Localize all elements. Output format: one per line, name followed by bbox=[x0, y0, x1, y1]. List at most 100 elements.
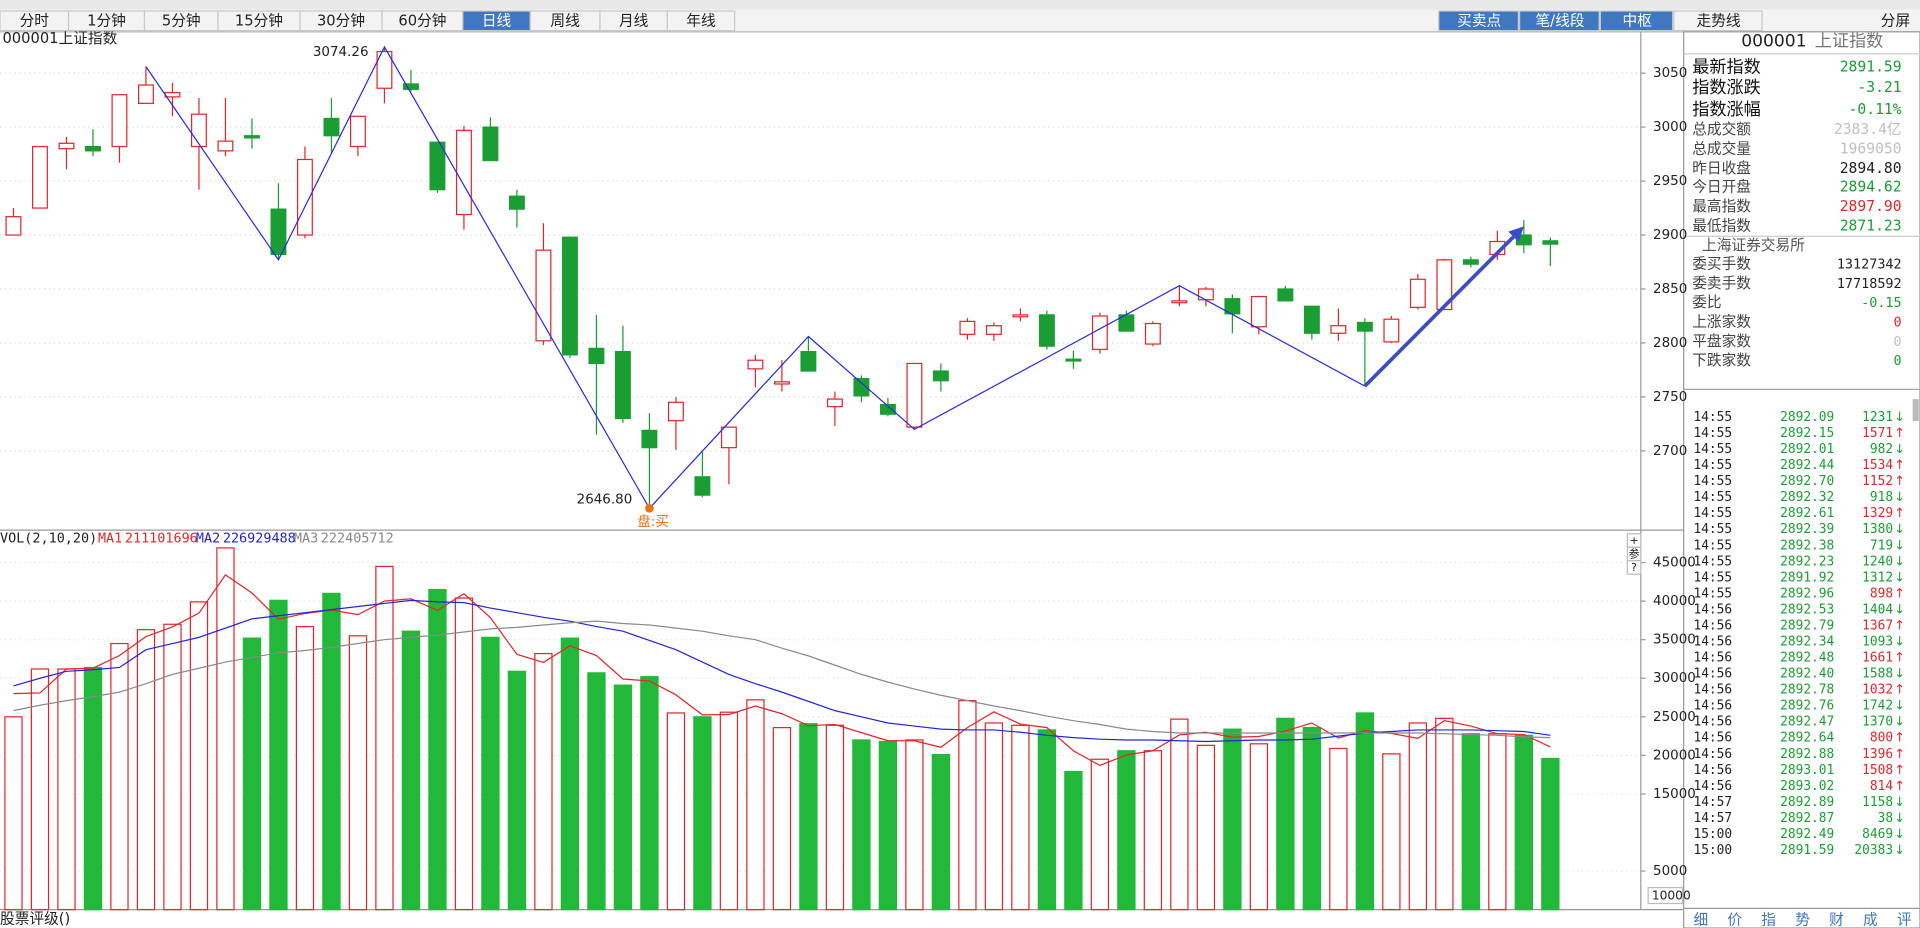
volume-bar bbox=[507, 670, 527, 911]
chart-title: 000001上证指数 bbox=[2, 30, 117, 47]
volume-bar bbox=[772, 726, 792, 911]
volume-bar bbox=[984, 722, 1004, 911]
volume-bar bbox=[1170, 718, 1189, 911]
tool-button-label[interactable]: 笔/线段 bbox=[1535, 12, 1584, 29]
panel-tab[interactable]: 价 bbox=[1727, 912, 1742, 928]
trade-time: 14:56 bbox=[1693, 731, 1732, 746]
tool-button-label[interactable]: 走势线 bbox=[1697, 12, 1741, 29]
candle-body bbox=[508, 195, 525, 210]
tab-label[interactable]: 分时 bbox=[20, 12, 50, 29]
volume-bar bbox=[428, 588, 447, 911]
split-button[interactable]: 分屏 bbox=[1881, 12, 1910, 29]
panel-tab[interactable]: 成 bbox=[1863, 912, 1878, 928]
y-tick-label: 40000 bbox=[1653, 594, 1696, 609]
side-button-label[interactable]: + bbox=[1629, 534, 1638, 547]
tab-label[interactable]: 1分钟 bbox=[87, 12, 126, 29]
annotation: 3074.26 bbox=[313, 45, 369, 60]
tool-button-label[interactable]: 中枢 bbox=[1622, 12, 1652, 29]
tab-label[interactable]: 5分钟 bbox=[162, 12, 201, 29]
trade-time: 14:57 bbox=[1693, 795, 1732, 810]
candle-body bbox=[853, 377, 870, 397]
stat-label: 指数涨跌 bbox=[1692, 78, 1761, 98]
y-tick-label: 2700 bbox=[1653, 444, 1687, 459]
side-button-label[interactable]: 参 bbox=[1629, 547, 1640, 561]
panel-tab[interactable]: 财 bbox=[1829, 912, 1844, 928]
trade-time: 14:56 bbox=[1693, 763, 1732, 778]
side-button-label[interactable]: ? bbox=[1631, 561, 1637, 574]
candle-body bbox=[773, 381, 790, 385]
volume-bar bbox=[269, 599, 288, 911]
y-tick-label: 2750 bbox=[1653, 390, 1687, 405]
trade-time: 14:56 bbox=[1693, 715, 1732, 730]
trade-volume: 1329 bbox=[1862, 506, 1893, 521]
stat-value: 2383.4亿 bbox=[1834, 121, 1902, 138]
volume-bar bbox=[57, 668, 76, 911]
volume-bar bbox=[375, 565, 394, 911]
trade-volume: 1312 bbox=[1862, 570, 1893, 585]
candle-body bbox=[190, 113, 207, 148]
order-label: 委比 bbox=[1692, 294, 1721, 311]
candle-body bbox=[217, 140, 234, 152]
candle-body bbox=[1277, 288, 1294, 302]
trade-direction: ↑ bbox=[1894, 426, 1905, 441]
trade-time: 14:55 bbox=[1693, 522, 1732, 537]
side-button[interactable] bbox=[1626, 560, 1642, 575]
panel-tab[interactable]: 评 bbox=[1897, 912, 1912, 928]
candle-body bbox=[402, 83, 419, 90]
volume-bar bbox=[640, 676, 659, 911]
panel-tab[interactable]: 细 bbox=[1693, 912, 1708, 928]
volume-bar bbox=[799, 723, 818, 911]
volume-bar bbox=[1276, 717, 1295, 911]
volume-bar bbox=[719, 711, 739, 911]
tool-button[interactable] bbox=[1599, 10, 1674, 32]
trade-direction: ↓ bbox=[1894, 490, 1905, 505]
candle-body bbox=[588, 347, 605, 365]
trade-volume: 1396 bbox=[1862, 747, 1893, 762]
trade-direction: ↑ bbox=[1894, 618, 1905, 633]
volume-bar bbox=[1329, 747, 1348, 911]
trade-price: 2893.02 bbox=[1780, 779, 1834, 794]
tab-label[interactable]: 日线 bbox=[482, 12, 512, 29]
volume-bar bbox=[852, 739, 871, 911]
scrollbar[interactable] bbox=[1912, 399, 1919, 422]
y-tick-label: 2850 bbox=[1653, 282, 1687, 297]
volume-bar bbox=[1064, 770, 1083, 911]
volume-bar bbox=[295, 625, 315, 911]
candle-body bbox=[1515, 234, 1532, 246]
trade-time: 14:56 bbox=[1693, 779, 1732, 794]
tab-label[interactable]: 年线 bbox=[686, 12, 716, 29]
trade-time: 14:56 bbox=[1693, 747, 1732, 762]
tool-button-label[interactable]: 买卖点 bbox=[1457, 12, 1501, 29]
tab[interactable] bbox=[666, 10, 736, 32]
trade-time: 14:55 bbox=[1693, 570, 1732, 585]
volume-bar bbox=[1461, 733, 1481, 911]
volume-bar bbox=[110, 642, 129, 911]
panel-tab[interactable]: 指 bbox=[1761, 912, 1776, 928]
volume-bar bbox=[1090, 758, 1110, 911]
candle-body bbox=[800, 350, 817, 372]
panel-tab[interactable]: 势 bbox=[1795, 912, 1810, 928]
tab-label[interactable]: 15分钟 bbox=[235, 12, 283, 29]
y-tick-label: 3000 bbox=[1653, 120, 1687, 135]
candle-body bbox=[1330, 325, 1347, 334]
tab-label[interactable]: 30分钟 bbox=[317, 12, 365, 29]
tab-label[interactable]: 月线 bbox=[619, 12, 649, 29]
volume-bar bbox=[189, 601, 209, 911]
tab-label[interactable]: 周线 bbox=[550, 12, 580, 29]
y-tick-label: 5000 bbox=[1653, 864, 1687, 879]
tool-button[interactable] bbox=[1438, 10, 1519, 32]
trade-direction: ↓ bbox=[1894, 715, 1905, 730]
candle-body bbox=[932, 370, 949, 382]
trade-price: 2892.34 bbox=[1780, 635, 1834, 650]
legend-value: 226929488 bbox=[223, 532, 296, 547]
order-value: 0 bbox=[1894, 335, 1902, 350]
y-tick-label: 35000 bbox=[1653, 633, 1696, 648]
tool-button[interactable] bbox=[1518, 10, 1600, 32]
candle-body bbox=[296, 158, 313, 236]
tool-button[interactable] bbox=[1673, 10, 1763, 32]
volume-bar bbox=[216, 547, 235, 911]
candle-body bbox=[1038, 314, 1055, 347]
tab-label[interactable]: 60分钟 bbox=[398, 12, 446, 29]
trade-price: 2892.40 bbox=[1780, 667, 1834, 682]
trade-direction: ↓ bbox=[1894, 554, 1905, 569]
